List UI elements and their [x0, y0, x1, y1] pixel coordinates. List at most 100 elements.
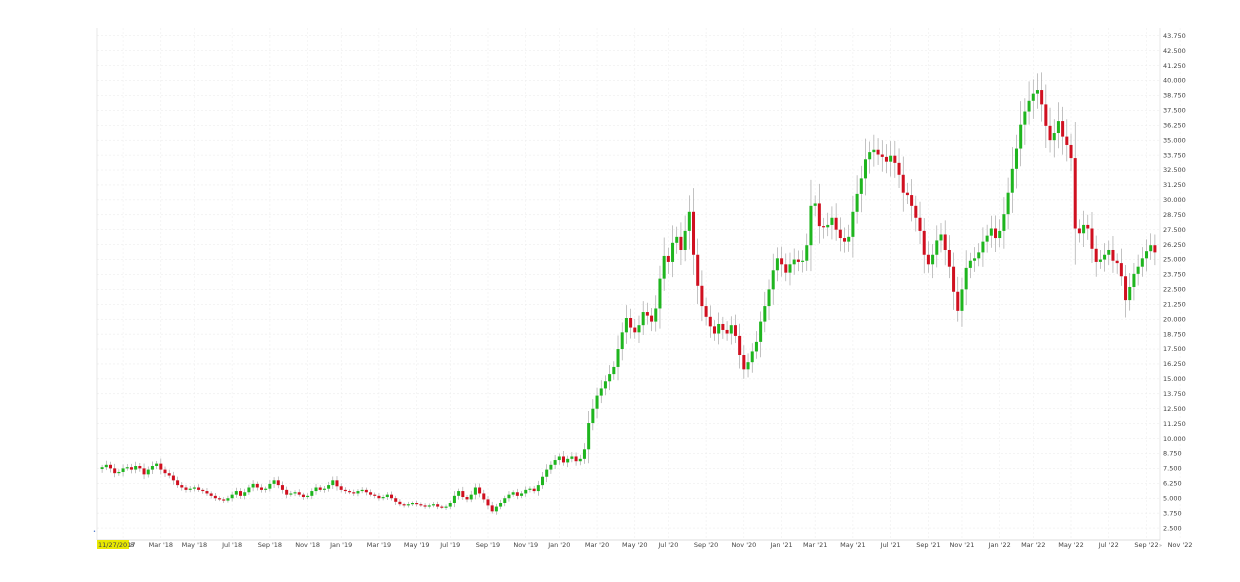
candle[interactable]	[952, 252, 956, 310]
candle[interactable]	[163, 466, 167, 478]
candle[interactable]	[108, 461, 112, 473]
candle[interactable]	[792, 248, 796, 275]
candle[interactable]	[742, 345, 746, 379]
candle[interactable]	[721, 316, 725, 339]
candle[interactable]	[801, 250, 805, 273]
candle[interactable]	[415, 500, 419, 507]
candle[interactable]	[960, 277, 964, 327]
candle[interactable]	[301, 492, 305, 500]
candle[interactable]	[343, 487, 347, 494]
candle[interactable]	[369, 489, 373, 497]
candle[interactable]	[276, 476, 280, 489]
candle[interactable]	[855, 175, 859, 224]
candle[interactable]	[1065, 119, 1069, 162]
candle[interactable]	[431, 502, 435, 508]
candle[interactable]	[289, 490, 293, 497]
candle[interactable]	[738, 323, 742, 369]
candle[interactable]	[230, 491, 234, 502]
candle[interactable]	[549, 461, 553, 474]
candle[interactable]	[398, 499, 402, 507]
candle[interactable]	[520, 491, 524, 499]
candle[interactable]	[822, 217, 826, 239]
candle[interactable]	[612, 361, 616, 380]
candle[interactable]	[205, 487, 209, 496]
candle[interactable]	[364, 487, 368, 496]
candle[interactable]	[1132, 263, 1136, 301]
candle[interactable]	[339, 483, 343, 493]
candle[interactable]	[704, 297, 708, 326]
candle[interactable]	[679, 222, 683, 266]
candle[interactable]	[1107, 240, 1111, 265]
candle[interactable]	[759, 311, 763, 358]
candle[interactable]	[1048, 107, 1052, 153]
candle[interactable]	[222, 497, 226, 504]
candle[interactable]	[700, 270, 704, 322]
candle[interactable]	[578, 454, 582, 466]
candle[interactable]	[1124, 265, 1128, 318]
candle[interactable]	[1073, 122, 1077, 265]
candle[interactable]	[582, 443, 586, 464]
candle[interactable]	[511, 490, 515, 497]
candle[interactable]	[167, 469, 171, 479]
candle[interactable]	[662, 237, 666, 291]
candle[interactable]	[561, 451, 565, 466]
candle[interactable]	[117, 469, 121, 476]
candle[interactable]	[956, 276, 960, 322]
candle[interactable]	[1140, 247, 1144, 277]
candle[interactable]	[989, 215, 993, 248]
candle[interactable]	[146, 466, 150, 478]
candle[interactable]	[603, 375, 607, 396]
candle[interactable]	[947, 235, 951, 279]
candle[interactable]	[306, 493, 310, 500]
candle[interactable]	[293, 490, 297, 497]
candle[interactable]	[176, 476, 180, 488]
candle[interactable]	[637, 315, 641, 343]
candle[interactable]	[440, 504, 444, 510]
candle[interactable]	[436, 501, 440, 510]
candle[interactable]	[897, 148, 901, 188]
candle[interactable]	[457, 488, 461, 500]
candle[interactable]	[566, 455, 570, 468]
candle[interactable]	[994, 215, 998, 253]
candle[interactable]	[188, 485, 192, 493]
candle[interactable]	[918, 201, 922, 245]
candle[interactable]	[192, 485, 196, 492]
candle[interactable]	[1098, 249, 1102, 269]
candle[interactable]	[255, 481, 259, 491]
candle[interactable]	[595, 387, 599, 419]
candle[interactable]	[868, 141, 872, 174]
candle[interactable]	[985, 224, 989, 253]
candle[interactable]	[998, 219, 1002, 248]
candle[interactable]	[805, 233, 809, 271]
candle[interactable]	[599, 380, 603, 404]
candle[interactable]	[914, 195, 918, 232]
candle[interactable]	[771, 253, 775, 305]
candle[interactable]	[608, 365, 612, 391]
candle[interactable]	[331, 476, 335, 490]
candle[interactable]	[171, 471, 175, 485]
candle[interactable]	[1061, 106, 1065, 155]
candle[interactable]	[1027, 81, 1031, 125]
candle[interactable]	[348, 489, 352, 495]
candle[interactable]	[138, 462, 142, 472]
candle[interactable]	[528, 486, 532, 493]
candle[interactable]	[1077, 219, 1081, 243]
candle[interactable]	[767, 279, 771, 321]
candle[interactable]	[381, 494, 385, 501]
candle[interactable]	[943, 220, 947, 266]
candle[interactable]	[712, 320, 716, 341]
candle[interactable]	[671, 225, 675, 278]
candle[interactable]	[318, 485, 322, 492]
candle[interactable]	[515, 488, 519, 500]
candle[interactable]	[201, 488, 205, 494]
candle[interactable]	[935, 225, 939, 268]
candle[interactable]	[905, 182, 909, 205]
candle[interactable]	[1145, 239, 1149, 272]
candle[interactable]	[629, 308, 633, 339]
candle[interactable]	[524, 486, 528, 497]
candle[interactable]	[817, 183, 821, 244]
candle[interactable]	[1010, 147, 1014, 213]
candle[interactable]	[406, 501, 410, 508]
